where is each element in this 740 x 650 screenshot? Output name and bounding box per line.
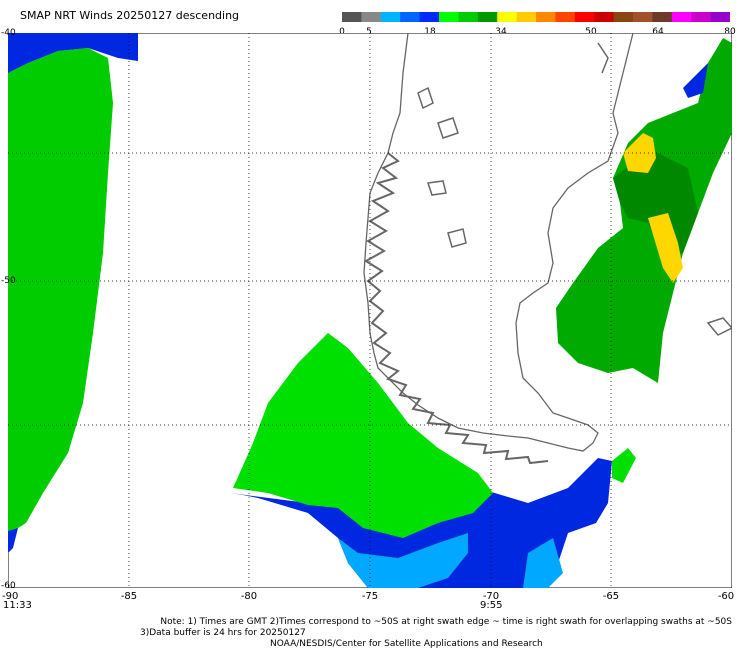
right-swath-yellow-1 bbox=[623, 133, 656, 173]
footnote-line-2: 3)Data buffer is 24 hrs for 20250127 bbox=[140, 628, 306, 638]
wind-map bbox=[8, 33, 732, 588]
colorbar-segment bbox=[477, 12, 498, 22]
colorbar-segment bbox=[342, 12, 362, 22]
y-tick-label: -40 bbox=[1, 28, 16, 38]
colorbar-strip bbox=[342, 12, 731, 22]
colorbar-segment bbox=[613, 12, 634, 22]
colorbar-segment bbox=[574, 12, 595, 22]
coastline-fjords bbox=[364, 152, 549, 465]
colorbar-tick-label: 34 bbox=[495, 27, 507, 37]
colorbar-segment bbox=[710, 12, 731, 22]
right-swath-blue bbox=[683, 63, 708, 98]
colorbar-segment bbox=[419, 12, 440, 22]
x-tick-label: -75 bbox=[361, 591, 379, 602]
x-tick-label: -60 bbox=[717, 591, 735, 602]
left-swath-blue-top bbox=[8, 33, 138, 73]
colorbar-segment bbox=[594, 12, 615, 22]
x-tick-label: -90 bbox=[2, 591, 19, 602]
colorbar-tick-label: 64 bbox=[652, 27, 664, 37]
left-swath-blue-bottom bbox=[8, 528, 18, 553]
colorbar-segment bbox=[458, 12, 479, 22]
y-tick-label: -50 bbox=[1, 276, 16, 286]
colorbar-tick-label: 5 bbox=[366, 27, 372, 37]
x-tick-label: -65 bbox=[602, 591, 620, 602]
footnote-line-3: NOAA/NESDIS/Center for Satellite Applica… bbox=[270, 639, 543, 649]
wind-speed-colorbar: 0 5 18 34 50 64 80 bbox=[339, 7, 736, 37]
colorbar-segment bbox=[633, 12, 653, 22]
right-swath-yellow-2 bbox=[648, 213, 683, 283]
mid-swath-green-right bbox=[612, 448, 636, 483]
right-swath-darkgreen bbox=[613, 153, 698, 258]
colorbar-segment bbox=[439, 12, 459, 22]
footnote-line-1: Note: 1) Times are GMT 2)Times correspon… bbox=[160, 617, 732, 627]
plot-title: SMAP NRT Winds 20250127 descending bbox=[20, 9, 240, 22]
colorbar-segment bbox=[380, 12, 401, 22]
mid-swath-lightblue bbox=[338, 533, 468, 588]
colorbar-segment bbox=[691, 12, 712, 22]
x-tick-label: -80 bbox=[240, 591, 258, 602]
colorbar-segment bbox=[497, 12, 518, 22]
y-tick-label: -60 bbox=[1, 581, 16, 591]
x-tick-label: -85 bbox=[120, 591, 138, 602]
colorbar-segment bbox=[555, 12, 576, 22]
colorbar-segment bbox=[516, 12, 537, 22]
time-label-mid: 9:55 bbox=[480, 600, 503, 611]
colorbar-tick-label: 80 bbox=[724, 27, 736, 37]
colorbar-tick-label: 0 bbox=[339, 27, 345, 37]
x-tick-label: -70 bbox=[482, 591, 500, 602]
time-label-left: 11:33 bbox=[3, 600, 32, 611]
colorbar-segment bbox=[361, 12, 382, 22]
mid-swath-green bbox=[233, 333, 493, 538]
colorbar-segment bbox=[536, 12, 556, 22]
coastline-islands bbox=[417, 42, 732, 336]
colorbar-segment bbox=[400, 12, 421, 22]
colorbar-tick-label: 50 bbox=[585, 27, 597, 37]
colorbar-segment bbox=[652, 12, 673, 22]
left-swath-green bbox=[8, 48, 113, 533]
colorbar-segment bbox=[671, 12, 692, 22]
colorbar-tick-label: 18 bbox=[424, 27, 436, 37]
mid-swath-lightblue-2 bbox=[523, 538, 563, 588]
coastline-south-america bbox=[363, 33, 634, 452]
gridlines bbox=[8, 33, 732, 588]
